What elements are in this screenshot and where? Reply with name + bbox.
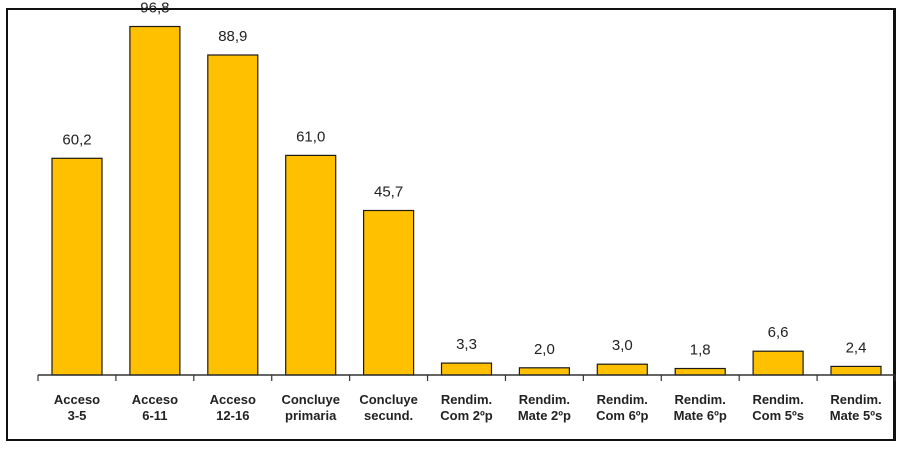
bar-value-label: 60,2 <box>62 131 91 148</box>
category-label: 3-5 <box>68 408 87 423</box>
bar <box>440 362 493 376</box>
category-label: Acceso <box>132 392 178 407</box>
bar <box>518 367 571 376</box>
bar-value-label: 2,0 <box>534 341 555 358</box>
bar-value-label: 96,8 <box>140 0 169 17</box>
category-label: Rendim. <box>830 392 881 407</box>
category-label: Mate 6ºp <box>674 408 727 423</box>
bar-value-label: 3,0 <box>612 337 633 354</box>
bar-value-label: 1,8 <box>690 342 711 359</box>
category-label: 12-16 <box>216 408 249 423</box>
category-label: Rendim. <box>675 392 726 407</box>
bar-value-label: 6,6 <box>768 324 789 341</box>
category-label: Acceso <box>54 392 100 407</box>
category-label: Com 5ºs <box>752 408 804 423</box>
category-label: Rendim. <box>597 392 648 407</box>
category-label: Rendim. <box>441 392 492 407</box>
category-label: Com 6ºp <box>596 408 648 423</box>
category-label: Mate 2ºp <box>518 408 571 423</box>
category-label: Acceso <box>210 392 256 407</box>
category-label: Concluye <box>281 392 340 407</box>
category-label: Rendim. <box>519 392 570 407</box>
bars-group <box>51 25 882 376</box>
bar <box>363 209 415 376</box>
bar <box>207 54 259 376</box>
value-labels-group: 60,2 96,8 88,9 61,0 45,7 3,3 2,0 3,0 1,8 6,6 2,4 <box>62 0 866 359</box>
bar <box>51 157 103 376</box>
bar <box>285 154 337 376</box>
bar <box>674 367 726 376</box>
category-label: Concluye <box>359 392 418 407</box>
bar <box>830 365 882 376</box>
category-label: Rendim. <box>752 392 803 407</box>
category-label: primaria <box>285 408 337 423</box>
category-label: Com 2ºp <box>440 408 492 423</box>
category-label: secund. <box>364 408 413 423</box>
bar-value-label: 61,0 <box>296 128 325 145</box>
bar-value-label: 3,3 <box>456 336 477 353</box>
bar-value-label: 2,4 <box>846 339 867 356</box>
bar-value-label: 45,7 <box>374 184 403 201</box>
bar <box>596 363 648 376</box>
x-ticks-group <box>37 375 896 381</box>
bar <box>129 25 181 376</box>
category-label: Mate 5ºs <box>830 408 882 423</box>
category-label: 6-11 <box>142 408 167 423</box>
bar-value-label: 88,9 <box>218 28 247 45</box>
bar <box>752 350 804 376</box>
category-labels-group: Acceso3-5Acceso6-11Acceso12-16Concluyepr… <box>54 392 882 423</box>
